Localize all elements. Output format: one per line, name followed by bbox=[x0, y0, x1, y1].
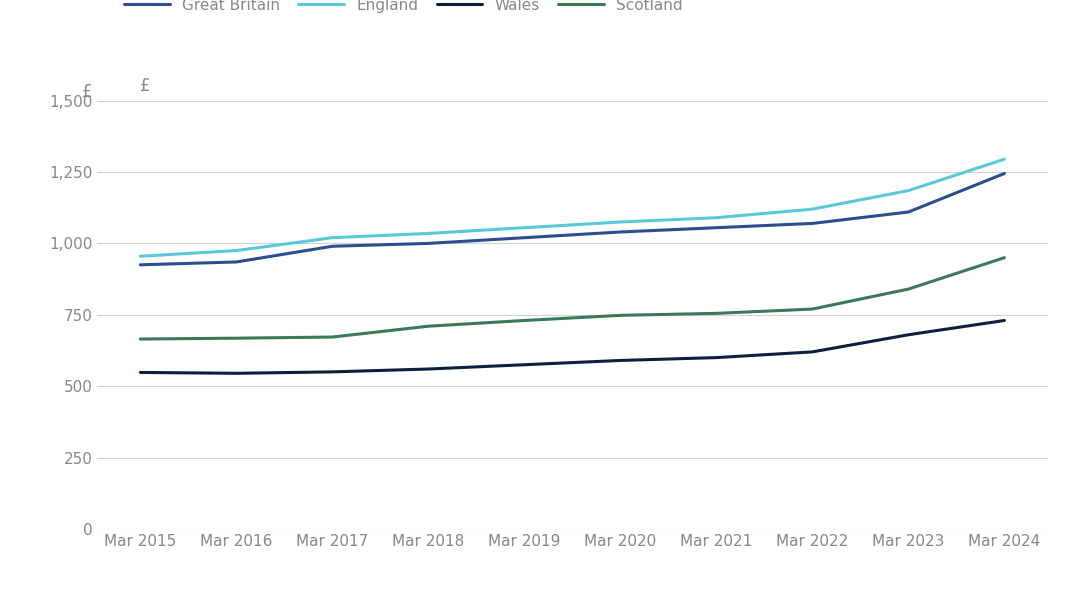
Scotland bbox=[134, 335, 147, 343]
Great Britain bbox=[998, 170, 1011, 177]
England bbox=[230, 247, 243, 254]
England bbox=[998, 156, 1011, 163]
England bbox=[902, 187, 915, 194]
Line: England: England bbox=[140, 159, 1004, 256]
Great Britain bbox=[806, 220, 819, 227]
Scotland bbox=[902, 285, 915, 293]
Scotland bbox=[806, 305, 819, 313]
Wales bbox=[230, 370, 243, 377]
Text: £: £ bbox=[82, 83, 93, 100]
Great Britain bbox=[134, 261, 147, 269]
Scotland bbox=[326, 334, 339, 341]
Scotland bbox=[710, 310, 723, 317]
Great Britain bbox=[902, 209, 915, 216]
Wales bbox=[710, 354, 723, 361]
Wales bbox=[613, 357, 626, 364]
Wales bbox=[902, 331, 915, 338]
Wales bbox=[326, 368, 339, 376]
Scotland bbox=[518, 317, 531, 324]
Scotland bbox=[998, 254, 1011, 261]
Wales bbox=[518, 361, 531, 368]
England bbox=[134, 252, 147, 260]
Scotland bbox=[422, 323, 435, 330]
Wales bbox=[998, 317, 1011, 324]
England bbox=[710, 214, 723, 221]
Great Britain bbox=[518, 234, 531, 242]
Wales bbox=[806, 349, 819, 356]
England bbox=[806, 206, 819, 213]
Wales bbox=[134, 369, 147, 376]
Scotland bbox=[613, 312, 626, 319]
Great Britain bbox=[230, 258, 243, 266]
Scotland bbox=[230, 335, 243, 342]
England bbox=[613, 218, 626, 225]
England bbox=[326, 234, 339, 242]
England bbox=[422, 230, 435, 237]
Wales bbox=[422, 365, 435, 373]
Great Britain bbox=[326, 243, 339, 250]
Text: £: £ bbox=[140, 77, 151, 95]
Line: Wales: Wales bbox=[140, 320, 1004, 373]
Legend: Great Britain, England, Wales, Scotland: Great Britain, England, Wales, Scotland bbox=[124, 0, 683, 13]
Line: Scotland: Scotland bbox=[140, 258, 1004, 339]
England bbox=[518, 224, 531, 231]
Line: Great Britain: Great Britain bbox=[140, 174, 1004, 265]
Great Britain bbox=[710, 224, 723, 231]
Great Britain bbox=[613, 228, 626, 236]
Great Britain bbox=[422, 240, 435, 247]
